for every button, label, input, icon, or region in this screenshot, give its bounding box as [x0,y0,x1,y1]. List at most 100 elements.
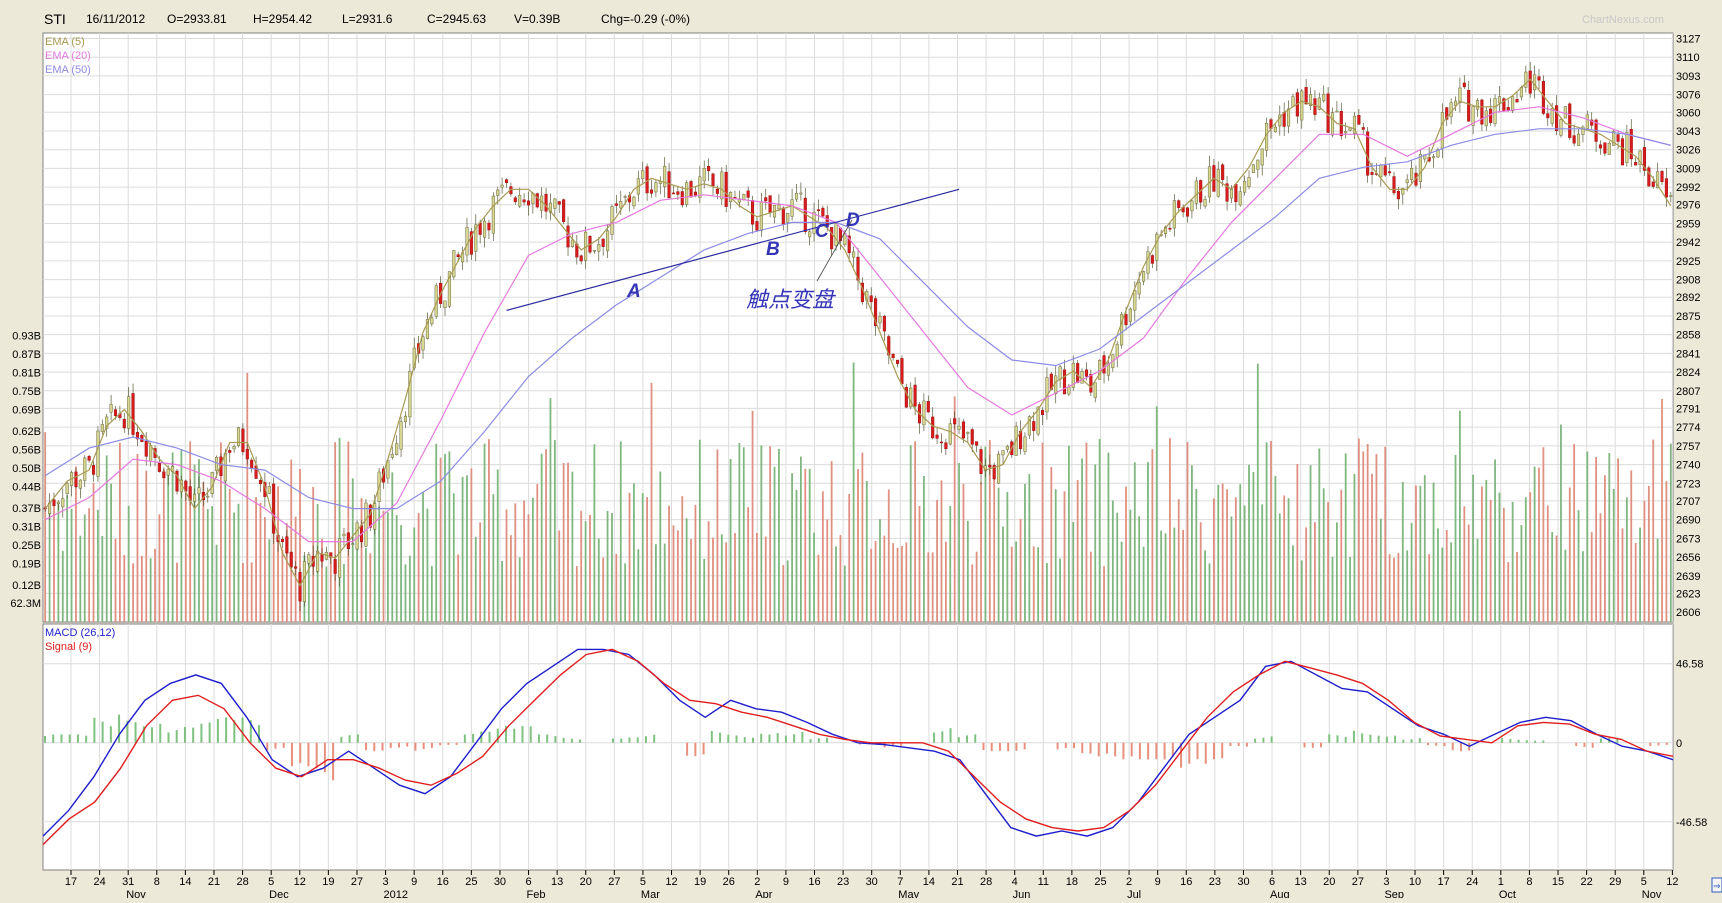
candle-body [316,550,320,572]
macd-histogram-bar [1509,738,1512,743]
macd-histogram-bar [1056,742,1059,750]
candle-body [1221,164,1225,180]
x-tick-label: 27 [351,876,363,888]
x-tick-label: 2 [754,876,760,888]
candle-body [1458,87,1462,103]
price-tick-label: 2992 [1676,182,1700,194]
volume-bar [1129,509,1132,622]
macd-histogram-bar [422,742,425,750]
volume-bar [1098,438,1101,622]
volume-bar [501,560,504,622]
x-tick-label: 9 [783,876,789,888]
volume-bar [198,459,200,622]
volume-bar [1401,481,1404,622]
candle-body [1546,113,1550,119]
candle-body [1115,343,1119,358]
month-label: Aug [1270,889,1290,898]
candle-body [465,227,469,256]
volume-bar [1195,488,1198,622]
candle-body [557,201,561,205]
x-tick-label: 30 [1237,876,1249,888]
macd-histogram-bar [933,732,936,743]
volume-bar [329,553,332,622]
volume-bar [1524,497,1527,622]
volume-tick-label: 0.31B [12,521,41,533]
macd-histogram-bar [200,723,203,743]
macd-histogram-bar [949,728,952,743]
candle-body [1603,142,1607,154]
macd-panel [42,623,1674,871]
volume-bar [742,447,745,622]
scroll-right-button[interactable]: ⇒ [1711,877,1722,893]
macd-axis: 46.58 0 -46.58 [1676,659,1707,829]
x-tick-label: 2 [1126,876,1132,888]
volume-bar [1248,464,1250,622]
macd-histogram-bar [249,720,252,743]
volume-bar [365,547,367,622]
macd-histogram-bar [1575,742,1578,747]
volume-bar [773,466,776,622]
macd-histogram-bar [513,728,516,743]
macd-histogram-bar [60,734,63,743]
x-tick-label: 23 [837,876,849,888]
volume-bar [492,494,495,622]
macd-histogram-bar [455,742,458,745]
volume-tick-label: 0.62B [12,426,41,438]
volume-bar [272,530,275,622]
volume-bar [1621,528,1624,622]
volume-bar [1305,527,1308,622]
volume-bar [1081,458,1083,622]
volume-bar [676,530,679,622]
candle-body [649,189,654,194]
candle-body [667,171,671,199]
price-legend: EMA (5) EMA (20) EMA (50) [45,36,91,76]
candle-body [395,443,399,455]
volume-bar [624,563,627,622]
x-tick-label: 30 [494,876,506,888]
candle-body [1405,179,1409,184]
candle-body [1133,290,1137,311]
volume-bar [1379,518,1382,622]
volume-bar [176,562,178,622]
volume-bar [1410,522,1413,622]
macd-histogram-bar [735,735,738,743]
candle-body [61,498,65,508]
macd-histogram-bar [1064,742,1067,748]
macd-histogram-bar [1188,742,1191,764]
volume-tick-label: 0.93B [12,330,41,342]
volume-bar [1028,473,1031,622]
volume-bar [980,482,982,622]
candle-body [491,195,495,234]
x-tick-label: 8 [1526,876,1532,888]
candle-body [1247,177,1251,187]
macd-histogram-bar [1303,742,1306,748]
month-label: Apr [755,889,772,898]
volume-bar [1024,483,1026,622]
price-tick-label: 2740 [1676,460,1700,472]
volume-tick-label: 0.75B [12,386,41,398]
volume-bar [75,466,77,622]
candle-body [1238,191,1242,206]
volume-bar [145,470,148,622]
volume-bar [1147,462,1149,622]
volume-bar [843,565,846,622]
candle-body [1642,147,1646,171]
price-tick-label: 3127 [1676,34,1700,46]
volume-bar [378,506,381,622]
volume-bar [1529,492,1532,622]
volume-label: V=0.39B [514,12,560,26]
candle-body [1489,108,1493,123]
x-tick-label: 8 [154,876,160,888]
candle-body [746,190,750,198]
price-tick-label: 2707 [1676,496,1700,508]
volume-bar [1533,466,1536,622]
volume-bar [751,410,754,622]
candle-body [294,566,298,569]
volume-bar [224,481,227,622]
volume-tick-label: 0.12B [12,580,41,592]
volume-bar [514,503,517,622]
volume-bar [44,432,47,622]
candle-body [614,203,618,206]
volume-bar [1142,546,1145,622]
candle-body [1480,99,1484,125]
